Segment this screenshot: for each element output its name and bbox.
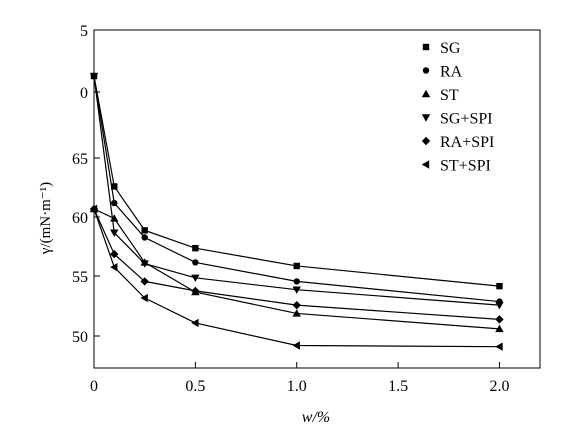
series-line	[93, 208, 500, 330]
data-point	[495, 301, 504, 310]
data-point	[496, 282, 503, 290]
legend-label: RA+SPI	[440, 134, 494, 151]
series-ra-spi	[89, 204, 504, 324]
data-point	[191, 274, 200, 283]
data-point	[140, 293, 148, 303]
y-tick-label: 60	[72, 210, 88, 227]
data-point	[140, 260, 149, 268]
data-point	[110, 214, 119, 222]
data-point	[495, 342, 503, 351]
legend-marker	[422, 67, 430, 74]
x-tick-label: 0.5	[185, 378, 205, 395]
x-tick-label: 1.5	[388, 378, 408, 395]
data-point	[89, 204, 98, 214]
x-tick-label: 1.0	[287, 378, 307, 395]
legend-marker	[421, 136, 431, 146]
series-st-spi	[89, 204, 503, 351]
data-point	[111, 183, 118, 190]
legend-marker	[421, 160, 430, 169]
legend-label: ST	[440, 87, 459, 104]
legend-label: SG	[440, 40, 461, 57]
data-point	[495, 315, 504, 324]
y-tick-label: 65	[72, 151, 88, 168]
data-point	[111, 199, 118, 207]
series-line	[93, 208, 500, 320]
data-point	[293, 262, 300, 270]
data-point	[292, 300, 301, 310]
x-axis-ticks: 0 0.5 1.0 1.5 2.0	[90, 362, 509, 395]
x-tick-label: 0	[90, 378, 98, 395]
legend-marker	[421, 89, 431, 98]
series-sg	[90, 72, 503, 290]
data-point	[89, 72, 99, 81]
data-point	[495, 324, 504, 333]
data-point	[110, 249, 119, 259]
legend-label: RA	[440, 64, 463, 81]
series-line	[93, 75, 500, 303]
data-point	[110, 229, 119, 237]
y-tick-label: 50	[72, 329, 88, 346]
data-point	[141, 234, 148, 241]
series-sg-spi	[89, 72, 504, 310]
data-point	[293, 278, 300, 285]
plot-frame	[93, 29, 541, 369]
y-tick-label: 5	[80, 23, 88, 40]
series-line	[93, 75, 500, 306]
legend: SG RA ST SG+SPI RA+SPI ST+SPI	[421, 40, 494, 175]
data-point	[140, 277, 149, 286]
series-line	[93, 75, 500, 287]
legend-marker	[421, 114, 431, 122]
y-axis-label: γ/(mN·m⁻¹)	[38, 182, 54, 255]
data-point	[292, 341, 300, 350]
legend-marker	[422, 43, 430, 51]
x-tick-label: 2.0	[489, 378, 509, 395]
y-tick-label: 0	[80, 85, 88, 102]
data-point	[192, 259, 199, 266]
series-layer	[89, 72, 504, 351]
data-point	[192, 244, 199, 252]
data-point	[141, 227, 148, 234]
x-axis-label: w/%	[302, 409, 330, 426]
legend-label: SG+SPI	[440, 111, 493, 128]
data-point	[292, 286, 301, 294]
series-line	[93, 208, 500, 348]
series-ra	[90, 72, 503, 305]
data-point	[292, 309, 301, 317]
legend-label: ST+SPI	[440, 158, 491, 175]
data-point	[191, 318, 199, 328]
data-point	[110, 262, 118, 272]
data-point	[191, 286, 200, 296]
y-tick-label: 55	[72, 269, 88, 286]
